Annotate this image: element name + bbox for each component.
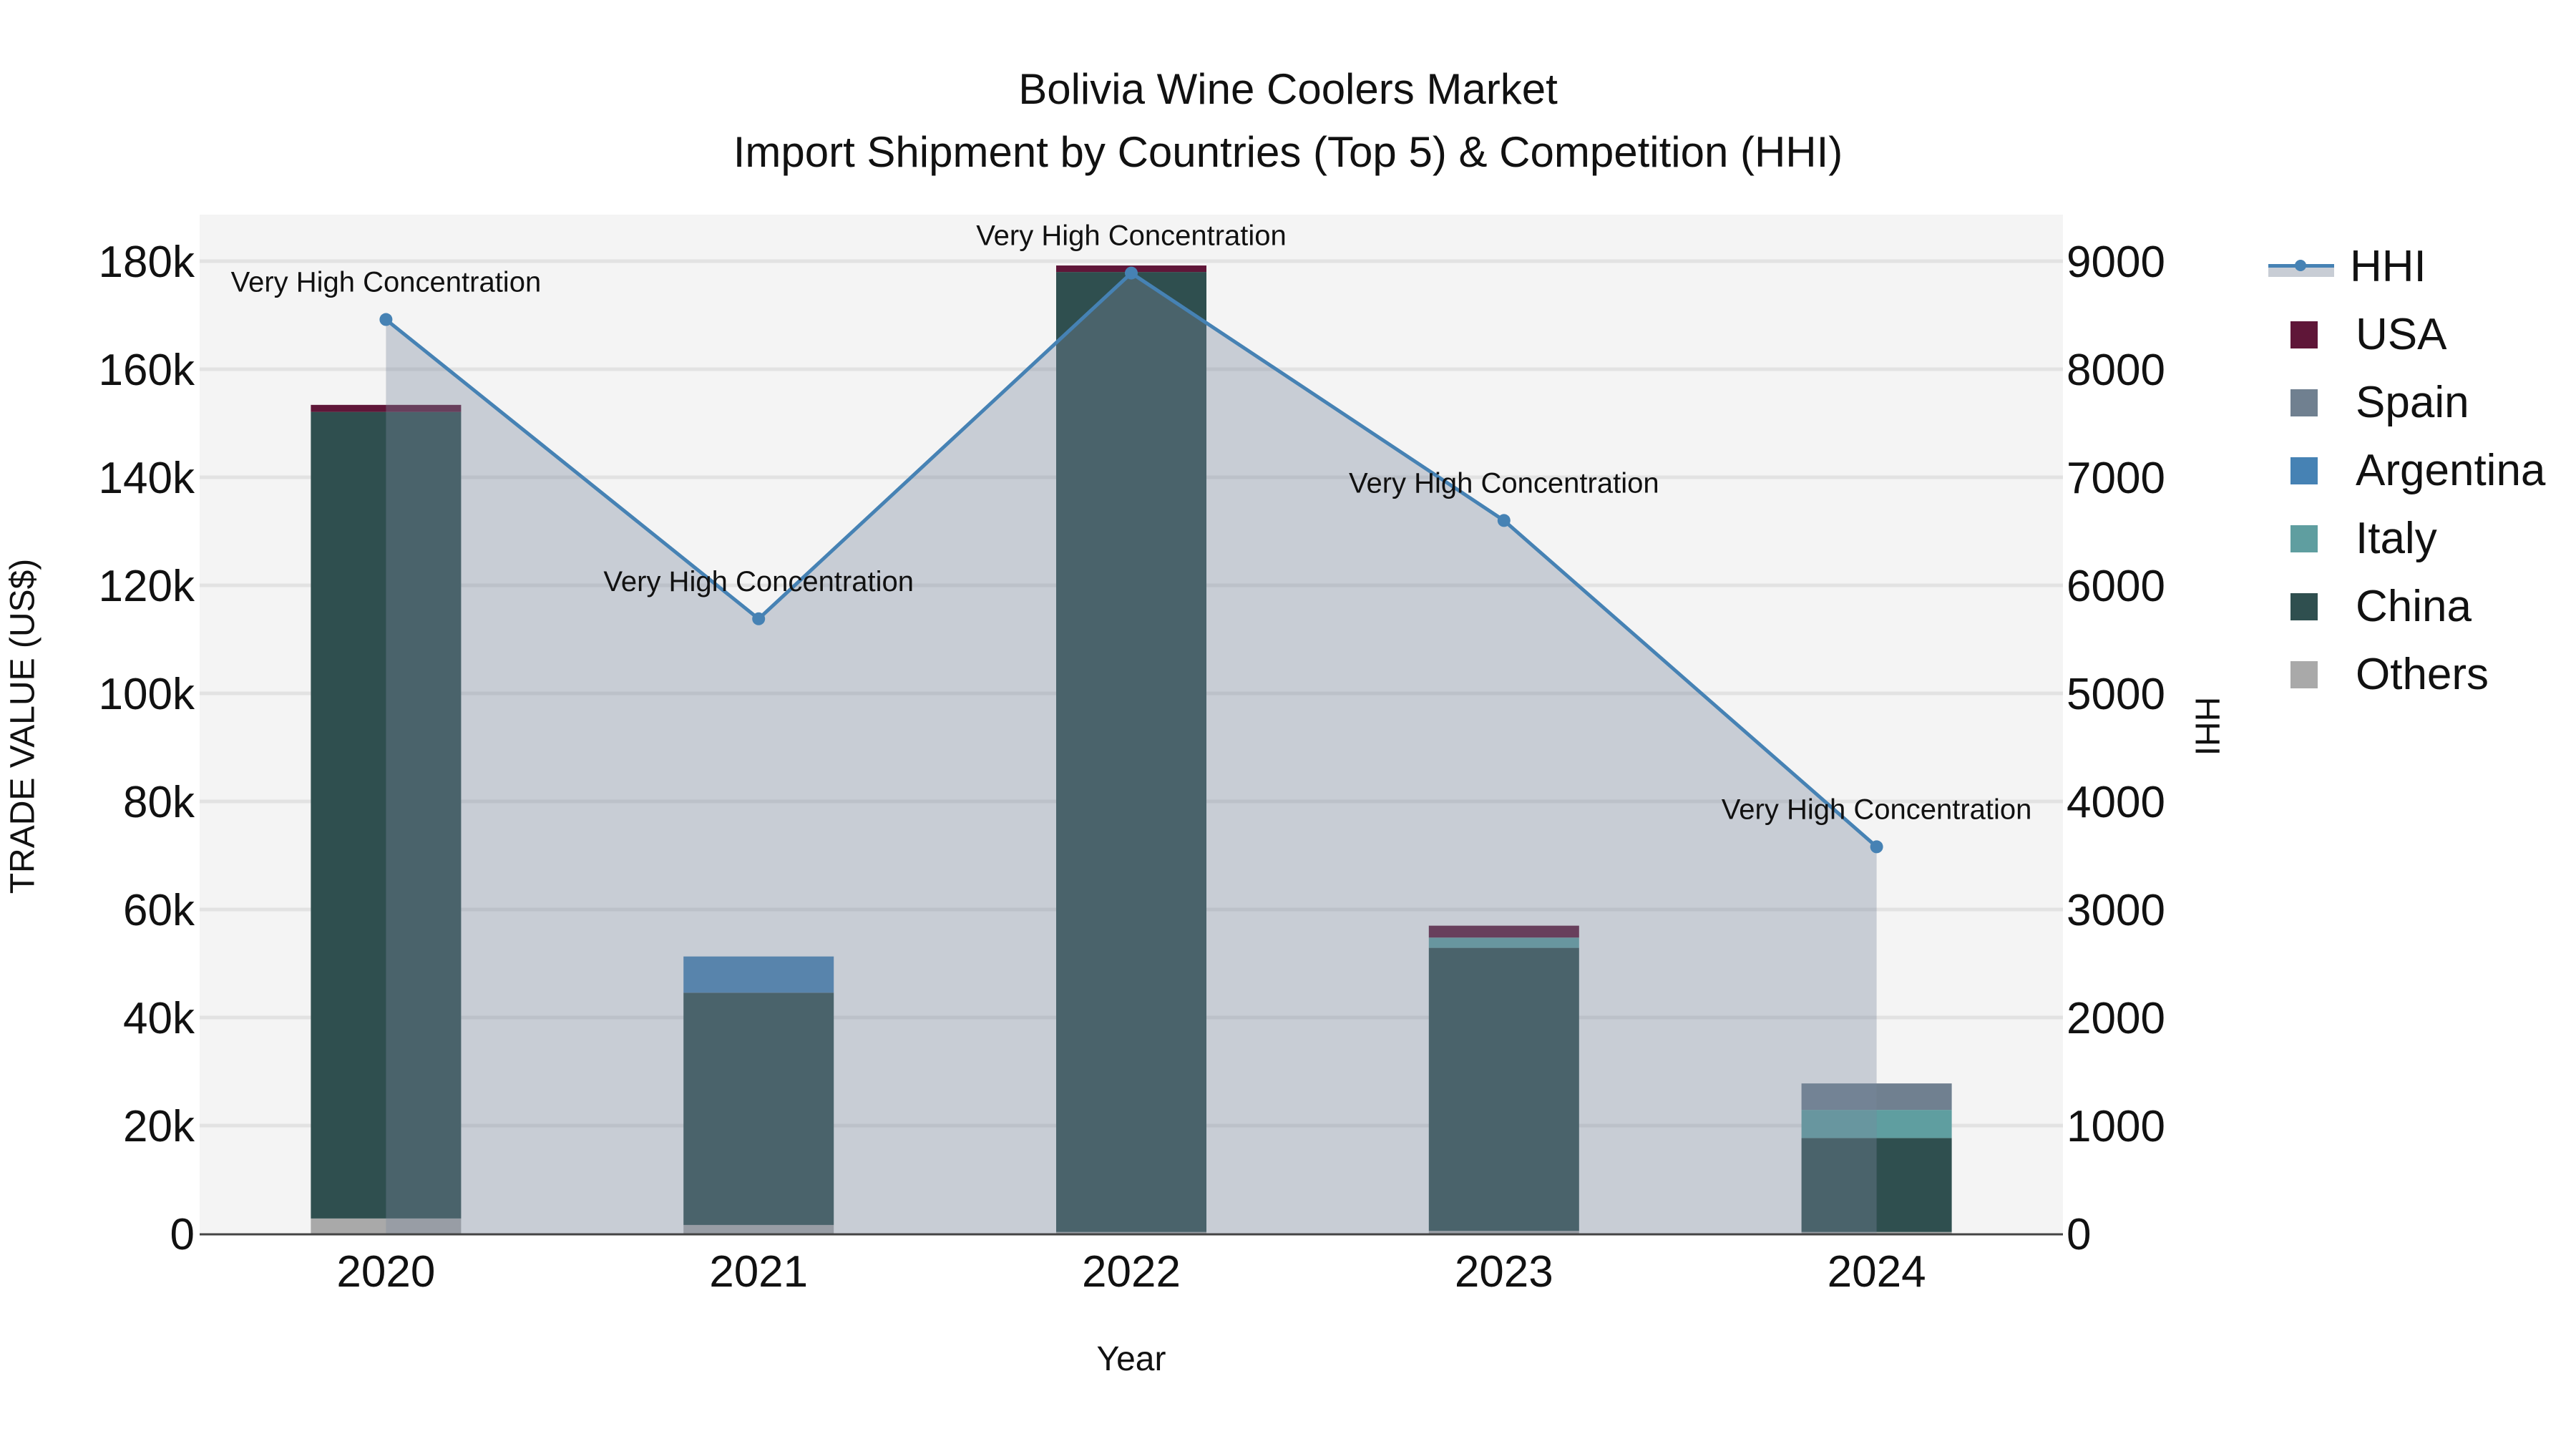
y-axis-right-ticks: 0 1000 2000 3000 4000 5000 6000 7000 8000 9000 (2067, 238, 2165, 1259)
stacked-bars (311, 265, 1952, 1234)
y-right-tick-label: 4000 (2067, 778, 2165, 827)
x-tick-label: 2024 (1828, 1247, 1926, 1297)
annotation-label: Very High Concentration (603, 566, 914, 597)
hhi-point[interactable] (752, 612, 766, 625)
bar-segment-china[interactable] (311, 411, 462, 1219)
annotations: Very High Concentration Very High Concent… (231, 220, 2032, 826)
bar-segment-china[interactable] (1801, 1138, 1952, 1232)
bar-segment-italy[interactable] (1428, 937, 1579, 948)
hhi-line-series (379, 266, 1883, 1234)
x-tick-label: 2022 (1082, 1247, 1181, 1297)
y-left-tick-label: 160k (99, 346, 195, 395)
bar-segment-italy[interactable] (1801, 1110, 1952, 1138)
legend-item-argentina[interactable]: Argentina (2268, 436, 2545, 504)
legend: HHI USA Spain Argentina Italy China Othe… (2268, 233, 2545, 708)
x-tick-label: 2020 (336, 1247, 435, 1297)
legend-item-hhi[interactable]: HHI (2268, 233, 2545, 301)
y-right-tick-label: 8000 (2067, 346, 2165, 395)
legend-label: China (2356, 582, 2472, 631)
color-swatch-icon (2290, 592, 2318, 620)
bar-segment-usa[interactable] (311, 404, 462, 412)
y-left-tick-label: 140k (99, 454, 195, 503)
bar-segment-others[interactable] (311, 1218, 462, 1234)
y-axis-right-title: HHI (2187, 696, 2226, 756)
y-right-tick-label: 2000 (2067, 994, 2165, 1043)
bar-segment-argentina[interactable] (683, 956, 834, 993)
hhi-point[interactable] (1125, 266, 1138, 280)
annotation-label: Very High Concentration (1349, 467, 1659, 499)
color-swatch-icon (2290, 457, 2318, 484)
y-left-tick-label: 120k (99, 562, 195, 611)
y-right-tick-label: 0 (2067, 1210, 2091, 1259)
color-swatch-icon (2290, 389, 2318, 416)
y-right-tick-label: 6000 (2067, 562, 2165, 611)
chart-title-line1: Bolivia Wine Coolers Market (1018, 65, 1558, 113)
color-swatch-icon (2290, 525, 2318, 552)
bar-segment-usa[interactable] (1428, 925, 1579, 938)
bar-segment-china[interactable] (1428, 947, 1579, 1231)
y-left-tick-label: 80k (123, 778, 195, 827)
bar-segment-others[interactable] (683, 1224, 834, 1234)
y-left-tick-label: 0 (170, 1210, 195, 1259)
legend-item-italy[interactable]: Italy (2268, 504, 2545, 572)
y-right-tick-label: 5000 (2067, 670, 2165, 719)
x-tick-label: 2023 (1455, 1247, 1553, 1297)
y-axis-left-title: TRADE VALUE (US$) (4, 558, 42, 894)
bar-segment-others[interactable] (1801, 1231, 1952, 1234)
legend-item-others[interactable]: Others (2268, 640, 2545, 708)
legend-item-spain[interactable]: Spain (2268, 369, 2545, 436)
y-right-tick-label: 7000 (2067, 454, 2165, 503)
legend-label: Others (2356, 650, 2489, 699)
bar-segment-china[interactable] (683, 992, 834, 1225)
y-right-tick-label: 3000 (2067, 886, 2165, 935)
hhi-point[interactable] (1497, 514, 1511, 527)
legend-label: Italy (2356, 514, 2437, 563)
x-axis-title: Year (1096, 1340, 1166, 1378)
legend-item-china[interactable]: China (2268, 572, 2545, 640)
legend-label: HHI (2350, 242, 2426, 291)
bar-segment-others[interactable] (1056, 1231, 1206, 1234)
hhi-point[interactable] (1870, 840, 1883, 854)
bar-segment-others[interactable] (1428, 1231, 1579, 1234)
y-left-tick-label: 180k (99, 238, 195, 287)
bar-segment-spain[interactable] (1801, 1083, 1952, 1111)
hhi-area-fill (386, 273, 1877, 1234)
legend-item-usa[interactable]: USA (2268, 301, 2545, 369)
y-left-tick-label: 20k (123, 1102, 195, 1151)
annotation-label: Very High Concentration (1722, 794, 2032, 825)
legend-label: USA (2356, 310, 2447, 359)
line-marker-icon (2268, 245, 2334, 288)
chart-title-line2: Import Shipment by Countries (Top 5) & C… (733, 128, 1843, 176)
color-swatch-icon (2290, 321, 2318, 348)
y-left-tick-label: 100k (99, 670, 195, 719)
y-axis-left-ticks: 0 20k 40k 60k 80k 100k 120k 140k 160k 180k (99, 238, 195, 1259)
y-right-tick-label: 9000 (2067, 238, 2165, 287)
x-axis-ticks: 2020 2021 2022 2023 2024 (336, 1247, 1926, 1297)
legend-label: Spain (2356, 378, 2469, 427)
x-tick-label: 2021 (709, 1247, 808, 1297)
y-right-tick-label: 1000 (2067, 1102, 2165, 1151)
annotation-label: Very High Concentration (976, 220, 1287, 252)
legend-label: Argentina (2356, 446, 2546, 495)
hhi-point[interactable] (379, 313, 393, 326)
annotation-label: Very High Concentration (231, 267, 542, 298)
color-swatch-icon (2290, 660, 2318, 688)
y-left-tick-label: 60k (123, 886, 195, 935)
bar-segment-china[interactable] (1056, 272, 1206, 1232)
y-left-tick-label: 40k (123, 994, 195, 1043)
